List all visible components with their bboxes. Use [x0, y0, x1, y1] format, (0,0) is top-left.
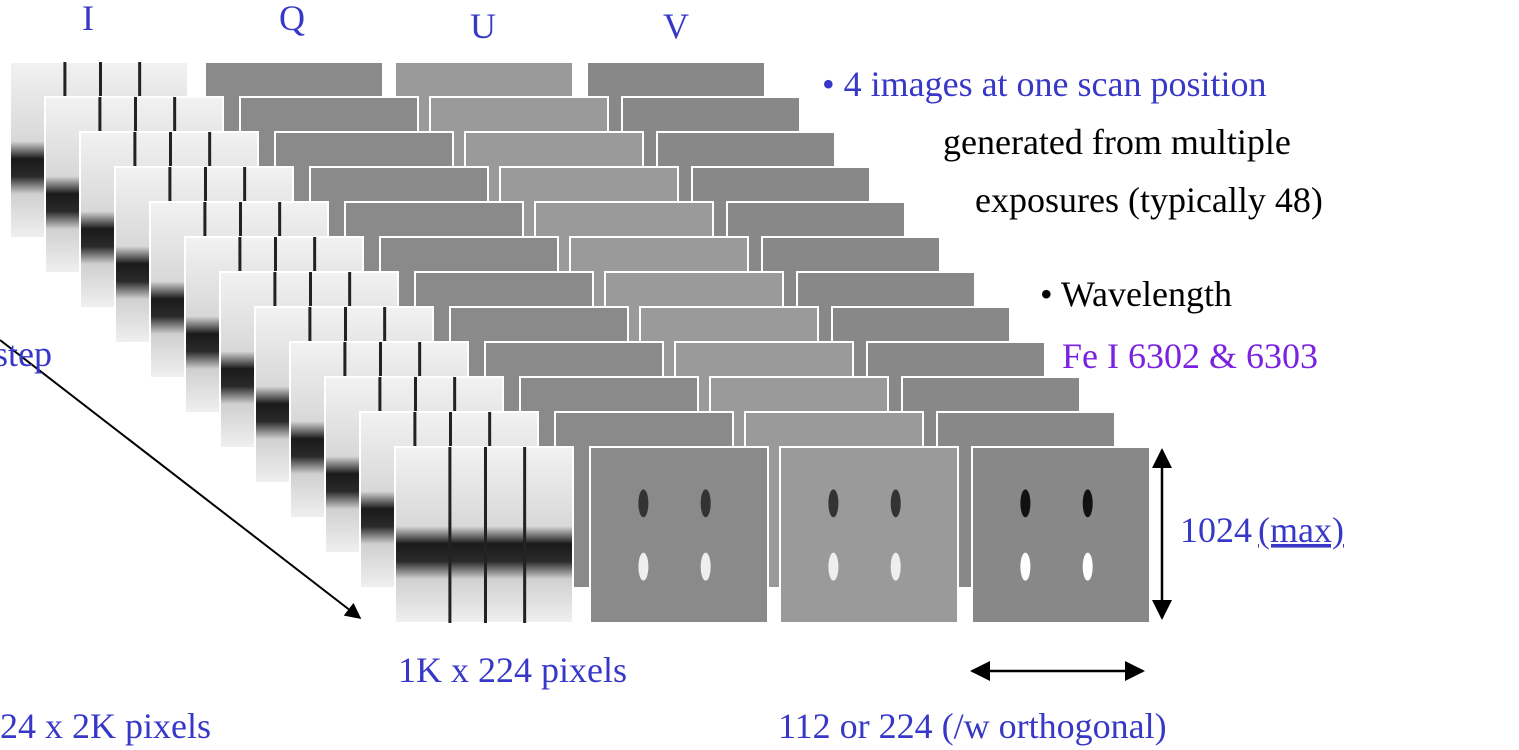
pixel-label: 224 x 2K pixels	[0, 706, 211, 746]
frame	[779, 446, 959, 624]
scan-note-line: exposures (typically 48)	[975, 180, 1323, 220]
height-qualifier: (max)	[1258, 510, 1344, 550]
signal-spot	[828, 552, 839, 581]
signal-spot	[638, 489, 649, 518]
frame-bg	[779, 446, 959, 624]
signal-spot	[1082, 489, 1093, 518]
stokes-label: Q	[279, 0, 305, 38]
signal-spot	[700, 552, 711, 581]
frame	[394, 446, 574, 624]
signal-spot	[1020, 489, 1031, 518]
stokes-label: I	[82, 0, 94, 38]
frame-bg	[971, 446, 1151, 624]
pixel-label: 1K x 224 pixels	[398, 650, 627, 690]
stokes-label: V	[663, 6, 689, 46]
signal-spot	[1020, 552, 1031, 581]
width-label: 112 or 224 (/w orthogonal)	[778, 706, 1167, 746]
frame	[971, 446, 1151, 624]
height-size: 1024	[1180, 510, 1252, 550]
scan-note-bullet: • 4 images at one scan position	[822, 64, 1267, 104]
spectral-line	[523, 447, 527, 623]
signal-spot	[700, 489, 711, 518]
frame	[589, 446, 769, 624]
stokes-label: U	[470, 6, 496, 46]
wavelength-lines: Fe I 6302 & 6303	[1062, 336, 1318, 376]
wavelength-bullet: • Wavelength	[1040, 274, 1232, 314]
image-stacks	[9, 61, 1151, 624]
signal-spot	[828, 489, 839, 518]
scan-arrow	[0, 339, 362, 619]
signal-spot	[638, 552, 649, 581]
spectral-line	[484, 447, 487, 623]
signal-spot	[1082, 552, 1093, 581]
signal-spot	[890, 552, 901, 581]
frame-bg	[589, 446, 769, 624]
signal-spot	[890, 489, 901, 518]
step-label: step	[0, 334, 52, 374]
scan-note-line: generated from multiple	[943, 122, 1291, 162]
spectral-line	[448, 447, 452, 623]
